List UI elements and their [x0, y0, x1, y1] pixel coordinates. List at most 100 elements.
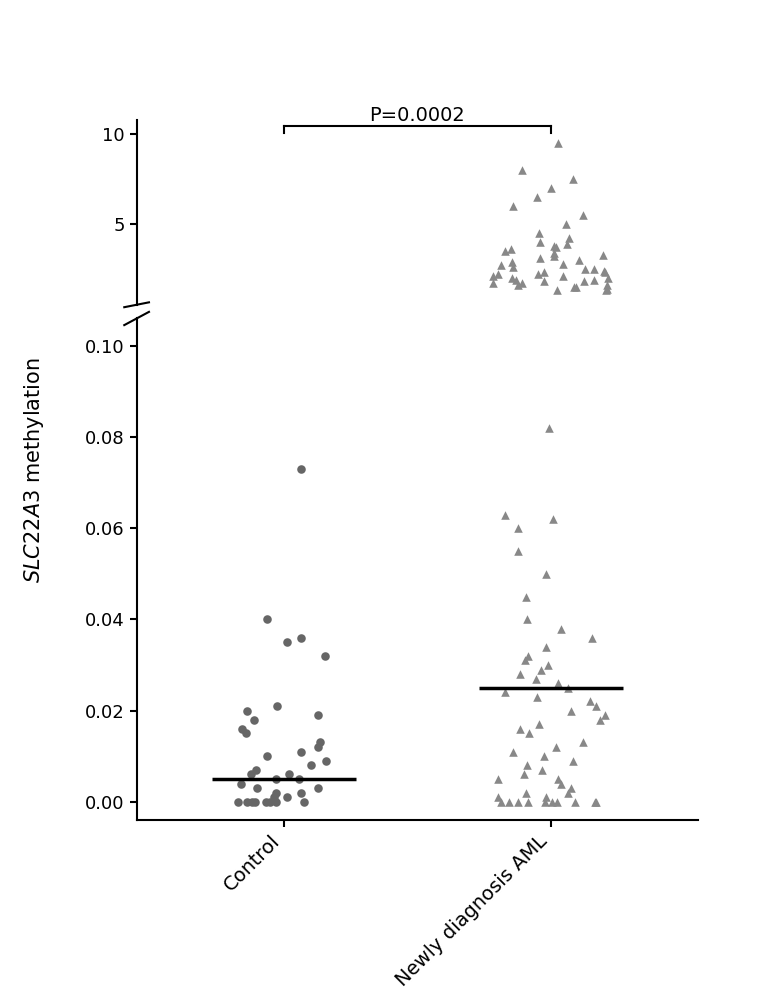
- Point: [263, 794, 276, 810]
- Point: [281, 789, 293, 805]
- Point: [540, 566, 552, 582]
- Point: [520, 785, 532, 801]
- Point: [520, 589, 532, 605]
- Point: [235, 776, 247, 792]
- Point: [550, 739, 562, 755]
- Point: [492, 266, 504, 282]
- Point: [562, 230, 575, 246]
- Point: [587, 272, 600, 288]
- Point: [600, 281, 613, 297]
- Point: [536, 762, 548, 778]
- Point: [552, 771, 564, 787]
- Point: [512, 520, 524, 536]
- Point: [521, 757, 533, 773]
- Point: [274, 303, 286, 319]
- Point: [232, 794, 244, 810]
- Point: [567, 753, 579, 769]
- Point: [507, 198, 519, 214]
- Point: [505, 241, 517, 257]
- Point: [590, 794, 602, 810]
- Point: [584, 693, 596, 709]
- Point: [312, 739, 324, 755]
- Point: [548, 238, 560, 254]
- Point: [241, 703, 254, 719]
- Point: [533, 716, 545, 732]
- Point: [281, 634, 293, 650]
- Point: [492, 771, 504, 787]
- Point: [562, 236, 574, 252]
- Point: [260, 794, 272, 810]
- Point: [548, 245, 560, 261]
- Point: [594, 712, 606, 728]
- Point: [567, 171, 579, 187]
- Point: [562, 680, 575, 696]
- Point: [557, 256, 569, 272]
- Point: [577, 207, 589, 223]
- Point: [250, 762, 263, 778]
- Point: [487, 275, 499, 291]
- Point: [506, 744, 518, 760]
- Point: [512, 794, 524, 810]
- Point: [250, 780, 263, 796]
- Point: [540, 789, 553, 805]
- Point: [538, 748, 550, 764]
- Point: [499, 507, 511, 523]
- Point: [556, 268, 568, 284]
- Point: [294, 461, 307, 477]
- Point: [270, 785, 282, 801]
- Point: [249, 794, 261, 810]
- Point: [524, 725, 536, 741]
- Point: [293, 771, 305, 787]
- Point: [499, 243, 511, 259]
- Point: [270, 771, 282, 787]
- Point: [236, 721, 248, 737]
- Point: [537, 273, 550, 289]
- Point: [521, 794, 534, 810]
- Point: [551, 282, 563, 298]
- Point: [507, 259, 519, 275]
- Point: [313, 734, 326, 750]
- Text: $\it{SLC22A3}$ methylation: $\it{SLC22A3}$ methylation: [22, 357, 46, 583]
- Point: [562, 785, 574, 801]
- Point: [519, 652, 531, 668]
- Point: [495, 794, 507, 810]
- Point: [518, 766, 531, 782]
- Point: [509, 272, 521, 288]
- Point: [512, 277, 524, 293]
- Point: [551, 794, 563, 810]
- Point: [503, 794, 515, 810]
- Point: [534, 662, 546, 678]
- Point: [602, 270, 614, 286]
- Point: [530, 671, 542, 687]
- Point: [601, 277, 613, 293]
- Point: [556, 776, 568, 792]
- Point: [514, 666, 526, 682]
- Point: [572, 252, 584, 268]
- Point: [532, 266, 544, 282]
- Point: [533, 225, 545, 241]
- Point: [294, 785, 307, 801]
- Point: [487, 268, 499, 284]
- Point: [578, 273, 591, 289]
- Point: [245, 794, 257, 810]
- Point: [270, 794, 282, 810]
- Point: [240, 725, 252, 741]
- Point: [540, 639, 553, 655]
- Point: [320, 648, 332, 664]
- Text: P=0.0002: P=0.0002: [370, 106, 465, 125]
- Point: [597, 247, 609, 263]
- Point: [261, 611, 273, 627]
- Point: [542, 657, 554, 673]
- Point: [270, 698, 282, 714]
- Point: [565, 703, 577, 719]
- Point: [505, 270, 518, 286]
- Point: [598, 263, 610, 279]
- Point: [531, 689, 543, 705]
- Point: [546, 511, 559, 527]
- Point: [521, 648, 534, 664]
- Point: [320, 753, 332, 769]
- Point: [531, 189, 543, 205]
- Point: [298, 794, 310, 810]
- Point: [552, 135, 564, 151]
- Point: [579, 261, 591, 277]
